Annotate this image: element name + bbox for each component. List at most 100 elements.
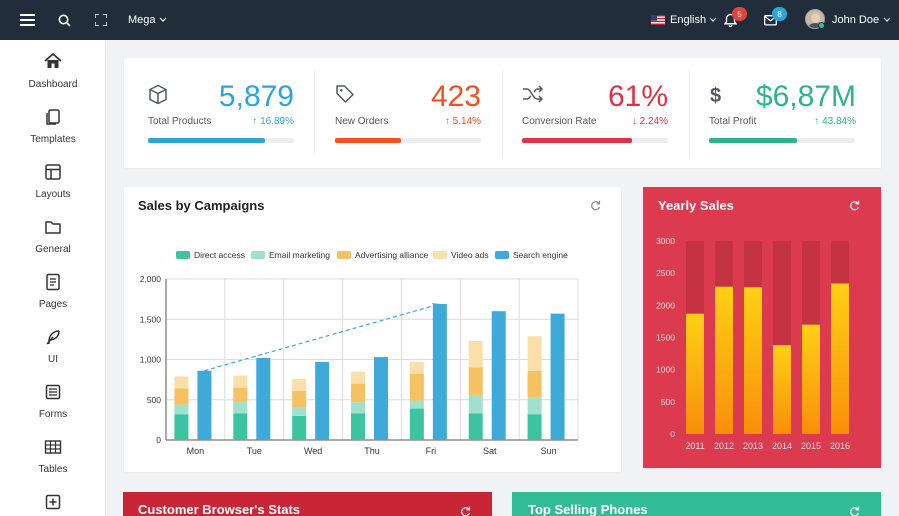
- bar-video-ads: [233, 375, 248, 388]
- user-menu-dropdown[interactable]: John Doe: [832, 0, 891, 40]
- stat-change: ↑ 5.14%: [444, 116, 481, 127]
- stat-new-orders: 423 New Orders ↑ 5.14%: [335, 58, 481, 168]
- sidebar-item-dashboard[interactable]: Dashboard: [0, 45, 106, 100]
- stat-label: Conversion Rate: [522, 116, 597, 127]
- bar-search-engine: [550, 313, 565, 440]
- bar-email-marketing: [174, 404, 189, 415]
- folder-icon: [45, 221, 61, 234]
- y-tick-label: 1500: [656, 333, 675, 343]
- hamburger-icon: [20, 14, 35, 26]
- bar-search-engine: [256, 357, 271, 440]
- y-tick-label: 2000: [656, 300, 675, 310]
- sidebar-item-more[interactable]: [0, 485, 106, 516]
- sidebar-item-layouts[interactable]: Layouts: [0, 155, 106, 210]
- yearly-sales-chart: 0 500 1000 1500 2000 2500 3000 2011 2012 2013 2014…: [656, 236, 850, 451]
- bar-advertising-alliance: [409, 373, 424, 401]
- file-text-icon: [46, 273, 60, 291]
- refresh-icon[interactable]: [460, 506, 471, 516]
- legend-item[interactable]: Video ads: [433, 250, 489, 260]
- bar-direct-access: [409, 408, 424, 440]
- bar-direct-access: [174, 414, 189, 440]
- arrow-down-icon: ↓: [631, 116, 640, 127]
- legend-item[interactable]: Advertising alliance: [337, 250, 428, 260]
- bar-search-engine: [491, 311, 506, 440]
- bar-advertising-alliance: [527, 370, 542, 398]
- legend-item[interactable]: Search engine: [495, 250, 568, 260]
- us-flag-icon: [651, 15, 665, 25]
- legend-item[interactable]: Email marketing: [251, 250, 330, 260]
- stats-card: 5,879 Total Products ↑ 16.89% 423 New Or…: [124, 58, 881, 168]
- arrow-up-icon: ↑: [444, 116, 453, 127]
- sales-by-campaigns-chart: 0 500 1,000 1,500 2,000 Mon Tue Wed Thu Fri Sat Sun: [140, 274, 579, 456]
- y-tick-label: 3000: [656, 236, 675, 246]
- y-tick-label: 0: [156, 435, 161, 445]
- bar-direct-access: [292, 415, 307, 440]
- bar-video-ads: [527, 336, 542, 371]
- stat-conversion-rate: 61% Conversion Rate ↓ 2.24%: [522, 58, 668, 168]
- fullscreen-button[interactable]: [95, 0, 107, 40]
- bar-email-marketing: [468, 394, 483, 414]
- x-tick-label: 2013: [743, 441, 763, 451]
- card-title: Top Selling Phones: [528, 502, 648, 516]
- sidebar-item-general[interactable]: General: [0, 210, 106, 265]
- bar-direct-access: [351, 413, 365, 440]
- top-bar: Mega English 5 8 John Doe: [0, 0, 899, 40]
- bar-search-engine: [432, 303, 447, 440]
- sidebar-item-tables[interactable]: Tables: [0, 430, 106, 485]
- bar-video-ads: [351, 371, 365, 384]
- bar-advertising-alliance: [292, 390, 307, 407]
- legend-item[interactable]: Direct access: [176, 250, 245, 260]
- sidebar-item-forms[interactable]: Forms: [0, 375, 106, 430]
- language-dropdown[interactable]: English: [651, 0, 717, 40]
- sidebar-item-pages[interactable]: Pages: [0, 265, 106, 320]
- top-selling-phones-card: Top Selling Phones: [512, 492, 881, 516]
- sidebar-item-templates[interactable]: Templates: [0, 100, 106, 155]
- x-tick-label: Fri: [426, 446, 437, 456]
- y-tick-label: 1,000: [140, 355, 162, 365]
- bar-search-engine: [315, 361, 330, 440]
- card-title: Customer Browser's Stats: [138, 502, 301, 516]
- bar-video-ads: [174, 376, 189, 389]
- stat-change: ↑ 43.84%: [814, 116, 856, 127]
- menu-toggle-button[interactable]: [20, 0, 35, 40]
- bar-yearly-sales: [715, 286, 733, 434]
- mega-menu-label: Mega: [128, 14, 156, 26]
- y-tick-label: 500: [147, 395, 161, 405]
- user-name: John Doe: [832, 14, 880, 26]
- stat-label: Total Products: [148, 116, 212, 127]
- copy-icon: [46, 109, 60, 125]
- customer-browser-stats-card: Customer Browser's Stats: [123, 492, 492, 516]
- form-icon: [45, 384, 61, 400]
- sidebar-item-label: Forms: [38, 409, 68, 420]
- x-tick-label: Thu: [364, 446, 380, 456]
- bar-email-marketing: [233, 402, 248, 414]
- bar-email-marketing: [351, 402, 365, 414]
- x-tick-label: Wed: [304, 446, 322, 456]
- chevron-down-icon: [709, 17, 717, 22]
- stat-value: $6,87M: [755, 80, 856, 113]
- x-tick-label: 2016: [830, 441, 850, 451]
- bar-video-ads: [468, 340, 483, 368]
- layout-icon: [45, 164, 61, 180]
- sidebar-item-label: General: [35, 244, 71, 255]
- sidebar-item-label: Templates: [30, 134, 76, 145]
- progress-bar: [335, 138, 481, 143]
- stat-value: 423: [430, 80, 481, 113]
- bar-direct-access: [468, 413, 483, 440]
- mega-menu-dropdown[interactable]: Mega: [128, 0, 167, 40]
- refresh-icon[interactable]: [590, 200, 601, 211]
- stat-change: ↓ 2.24%: [631, 116, 668, 127]
- refresh-icon[interactable]: [849, 506, 860, 516]
- card-title: Yearly Sales: [658, 198, 734, 213]
- x-tick-label: 2015: [801, 441, 821, 451]
- bar-yearly-sales: [773, 345, 791, 434]
- x-tick-label: Tue: [247, 446, 262, 456]
- search-button[interactable]: [58, 0, 71, 40]
- refresh-icon[interactable]: [849, 200, 860, 211]
- stat-label: Total Profit: [709, 116, 757, 127]
- sidebar-item-ui[interactable]: UI: [0, 320, 106, 375]
- chevron-down-icon: [159, 17, 166, 22]
- sidebar-item-label: Tables: [38, 464, 68, 475]
- dollar-icon: $: [710, 85, 721, 106]
- bar-email-marketing: [292, 406, 307, 416]
